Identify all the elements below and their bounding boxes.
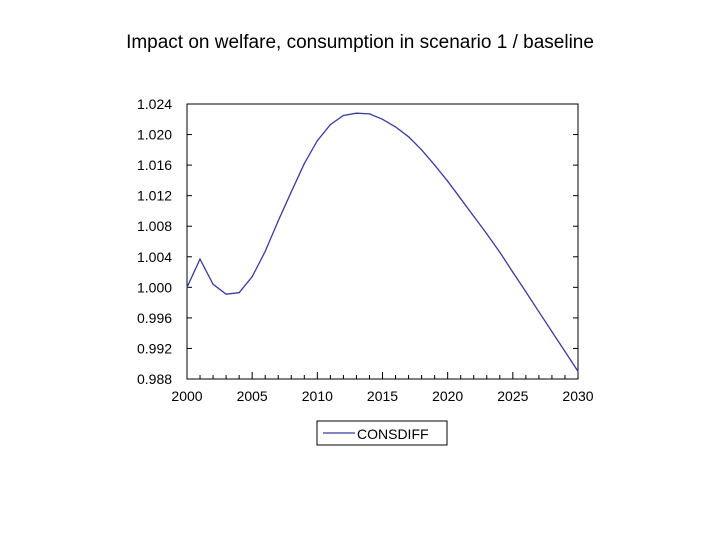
data-point-2003	[225, 293, 227, 295]
data-point-2021	[460, 198, 462, 200]
data-point-2027	[538, 311, 540, 313]
data-point-2029	[564, 350, 566, 353]
y-tick-label: 1.020	[137, 127, 172, 143]
y-tick-label: 0.988	[137, 371, 172, 387]
data-point-2008	[290, 191, 292, 193]
data-point-2026	[525, 291, 527, 293]
y-tick-label: 0.992	[137, 340, 172, 356]
data-point-2030	[577, 370, 579, 372]
data-point-2009	[303, 163, 305, 165]
chart-title: Impact on welfare, consumption in scenar…	[126, 32, 594, 53]
y-tick-label: 0.996	[137, 310, 172, 326]
y-tick-label: 1.008	[137, 218, 172, 234]
data-point-2004	[238, 292, 240, 294]
data-point-2000	[186, 286, 188, 288]
data-point-2022	[473, 215, 475, 217]
data-point-2024	[499, 251, 501, 253]
data-point-2019	[434, 164, 436, 166]
x-tick-label: 2005	[237, 388, 268, 404]
series-line-consdiff	[186, 112, 579, 372]
data-point-2025	[512, 271, 514, 273]
data-point-2020	[447, 180, 449, 182]
data-point-2012	[342, 114, 344, 117]
data-point-2018	[421, 149, 423, 151]
y-tick-label: 1.016	[137, 157, 172, 173]
x-tick-label: 2015	[367, 388, 398, 404]
x-tick-label: 2020	[432, 388, 463, 404]
series-points	[186, 112, 579, 372]
data-point-2011	[329, 124, 331, 126]
data-point-2028	[551, 331, 553, 333]
data-point-2002	[212, 283, 214, 285]
y-axis: 0.988 0.992 0.996 1.000 1.004 1.008 1.012 1.016…	[137, 96, 578, 387]
x-tick-label: 2030	[562, 388, 593, 404]
y-tick-label: 1.024	[137, 96, 172, 112]
x-axis: 2000 2005 2010 2015 2020 2025 2030	[171, 372, 594, 404]
x-tick-label: 2010	[302, 388, 333, 404]
data-point-2001	[199, 258, 201, 260]
data-point-2015	[381, 118, 384, 120]
x-tick-label: 2025	[497, 388, 528, 404]
data-point-2005	[251, 276, 253, 278]
y-tick-label: 1.000	[137, 279, 172, 295]
data-point-2007	[277, 220, 279, 222]
y-tick-label: 1.004	[137, 249, 172, 265]
legend-label: CONSDIFF	[357, 426, 429, 442]
x-tick-label: 2000	[171, 388, 202, 404]
legend: CONSDIFF	[316, 420, 448, 446]
data-point-2006	[264, 250, 266, 252]
data-point-2023	[486, 233, 488, 235]
data-point-2016	[394, 126, 397, 128]
data-point-2014	[368, 113, 371, 115]
y-tick-label: 1.012	[137, 188, 172, 204]
data-point-2017	[408, 136, 410, 138]
data-point-2013	[355, 112, 357, 114]
plot-frame	[186, 103, 579, 380]
data-point-2010	[316, 140, 318, 142]
